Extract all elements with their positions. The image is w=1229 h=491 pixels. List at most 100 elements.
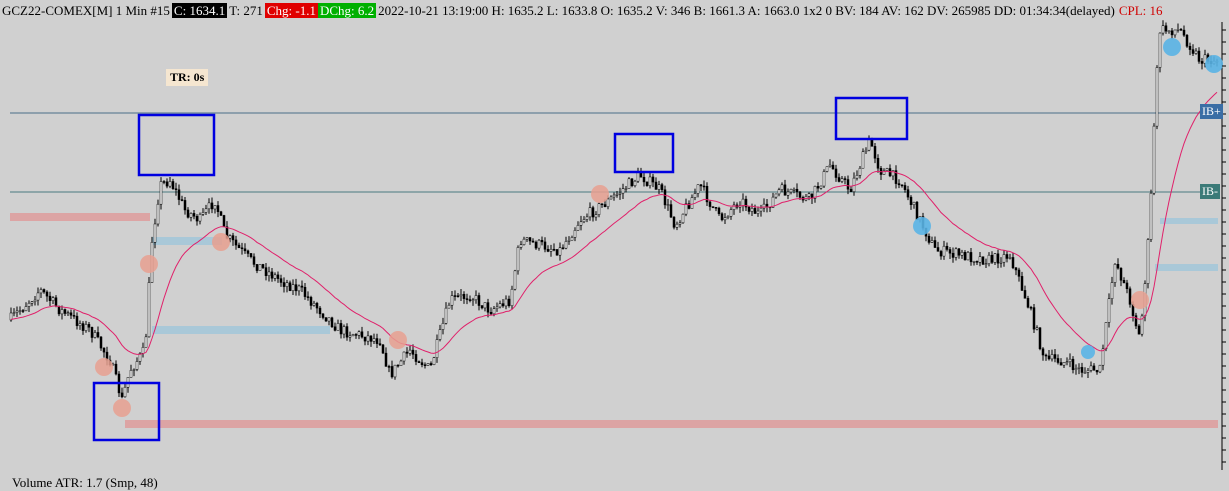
candle-body <box>708 201 712 207</box>
candle-body <box>633 180 637 187</box>
candle-body <box>579 221 583 226</box>
candle-body <box>1137 325 1141 335</box>
candle-body <box>1047 355 1051 360</box>
candle-body <box>807 193 811 197</box>
candle-body <box>375 338 379 344</box>
candle-body <box>954 248 958 258</box>
candle-body <box>891 170 895 177</box>
candle-body <box>222 215 226 228</box>
candle-body <box>492 308 496 315</box>
box <box>137 113 216 177</box>
candle-body <box>756 210 760 214</box>
candle-body <box>132 369 136 371</box>
candle-body <box>249 253 253 257</box>
candle-body <box>663 189 667 206</box>
candle-body <box>141 347 145 354</box>
candle-body <box>627 178 631 189</box>
candle-body <box>1095 370 1099 373</box>
candle-body <box>390 366 394 378</box>
candle-body <box>1110 282 1114 299</box>
candle-body <box>240 247 244 250</box>
candle-body <box>930 240 934 243</box>
candle-body <box>501 303 505 307</box>
candle-body <box>414 354 418 362</box>
candle-body <box>1179 29 1183 31</box>
candle-body <box>270 271 274 279</box>
candle-body <box>516 247 520 272</box>
candle-body <box>27 302 31 307</box>
candle-body <box>471 299 475 302</box>
candle-body <box>498 303 502 308</box>
candle-body <box>753 208 757 214</box>
candle-body <box>444 307 448 324</box>
candle-body <box>465 298 469 300</box>
candle-body <box>336 323 340 331</box>
candle-body <box>36 292 40 301</box>
candle-body <box>1170 30 1174 36</box>
candle-body <box>306 296 310 298</box>
candle-body <box>582 219 586 223</box>
candle-body <box>1038 327 1042 350</box>
candle-body <box>342 326 346 335</box>
candle-body <box>81 323 85 331</box>
candle-body <box>618 192 622 195</box>
candle-body <box>138 353 142 362</box>
candle-body <box>612 194 616 198</box>
candle-body <box>1167 30 1171 33</box>
candle-body <box>417 361 421 363</box>
candle-body <box>441 323 445 330</box>
ticks: T: 271 <box>229 3 263 18</box>
candle-body <box>888 168 892 177</box>
candle-body <box>153 223 157 243</box>
candle-body <box>330 317 334 328</box>
candle-body <box>609 196 613 200</box>
candle-body <box>1050 354 1054 360</box>
candle-body <box>72 315 76 317</box>
candle-body <box>219 211 223 216</box>
candle-body <box>1059 362 1063 366</box>
candle-body <box>873 146 877 159</box>
candle-body <box>1194 50 1198 54</box>
candle-body <box>228 235 232 239</box>
candle-body <box>504 298 508 307</box>
candle-body <box>603 204 607 207</box>
candle-body <box>303 286 307 297</box>
candle-body <box>573 230 577 238</box>
marker <box>913 217 931 235</box>
candle-body <box>894 170 898 184</box>
candle-body <box>66 312 70 314</box>
candle-body <box>57 305 61 315</box>
candle-body <box>144 336 148 348</box>
candle-body <box>255 264 259 271</box>
candle-body <box>258 264 262 271</box>
candle-body <box>180 199 184 201</box>
candle-body <box>366 335 370 342</box>
candle-body <box>948 249 952 254</box>
candle-body <box>999 261 1003 264</box>
candle-body <box>543 241 547 250</box>
candle-body <box>1200 61 1204 64</box>
candle-body <box>1113 263 1117 283</box>
candle-body <box>135 361 139 370</box>
candle-body <box>393 364 397 378</box>
candle-body <box>714 207 718 209</box>
candle-body <box>432 357 436 366</box>
candle-body <box>789 189 793 193</box>
candle-body <box>564 241 568 249</box>
candle-body <box>285 282 289 287</box>
candle-body <box>273 274 277 279</box>
candle-body <box>846 179 850 190</box>
candle-body <box>45 291 49 297</box>
candle-body <box>969 252 973 263</box>
candle-body <box>264 267 268 277</box>
candle-body <box>1083 372 1087 374</box>
candle-body <box>1008 257 1012 259</box>
candle-body <box>1074 368 1078 371</box>
candle-body <box>702 185 706 188</box>
candle-body <box>402 351 406 362</box>
candle-body <box>1062 362 1066 366</box>
candle-body <box>549 248 553 252</box>
candle-body <box>1161 25 1165 34</box>
candle-body <box>348 335 352 338</box>
zone <box>10 213 150 221</box>
